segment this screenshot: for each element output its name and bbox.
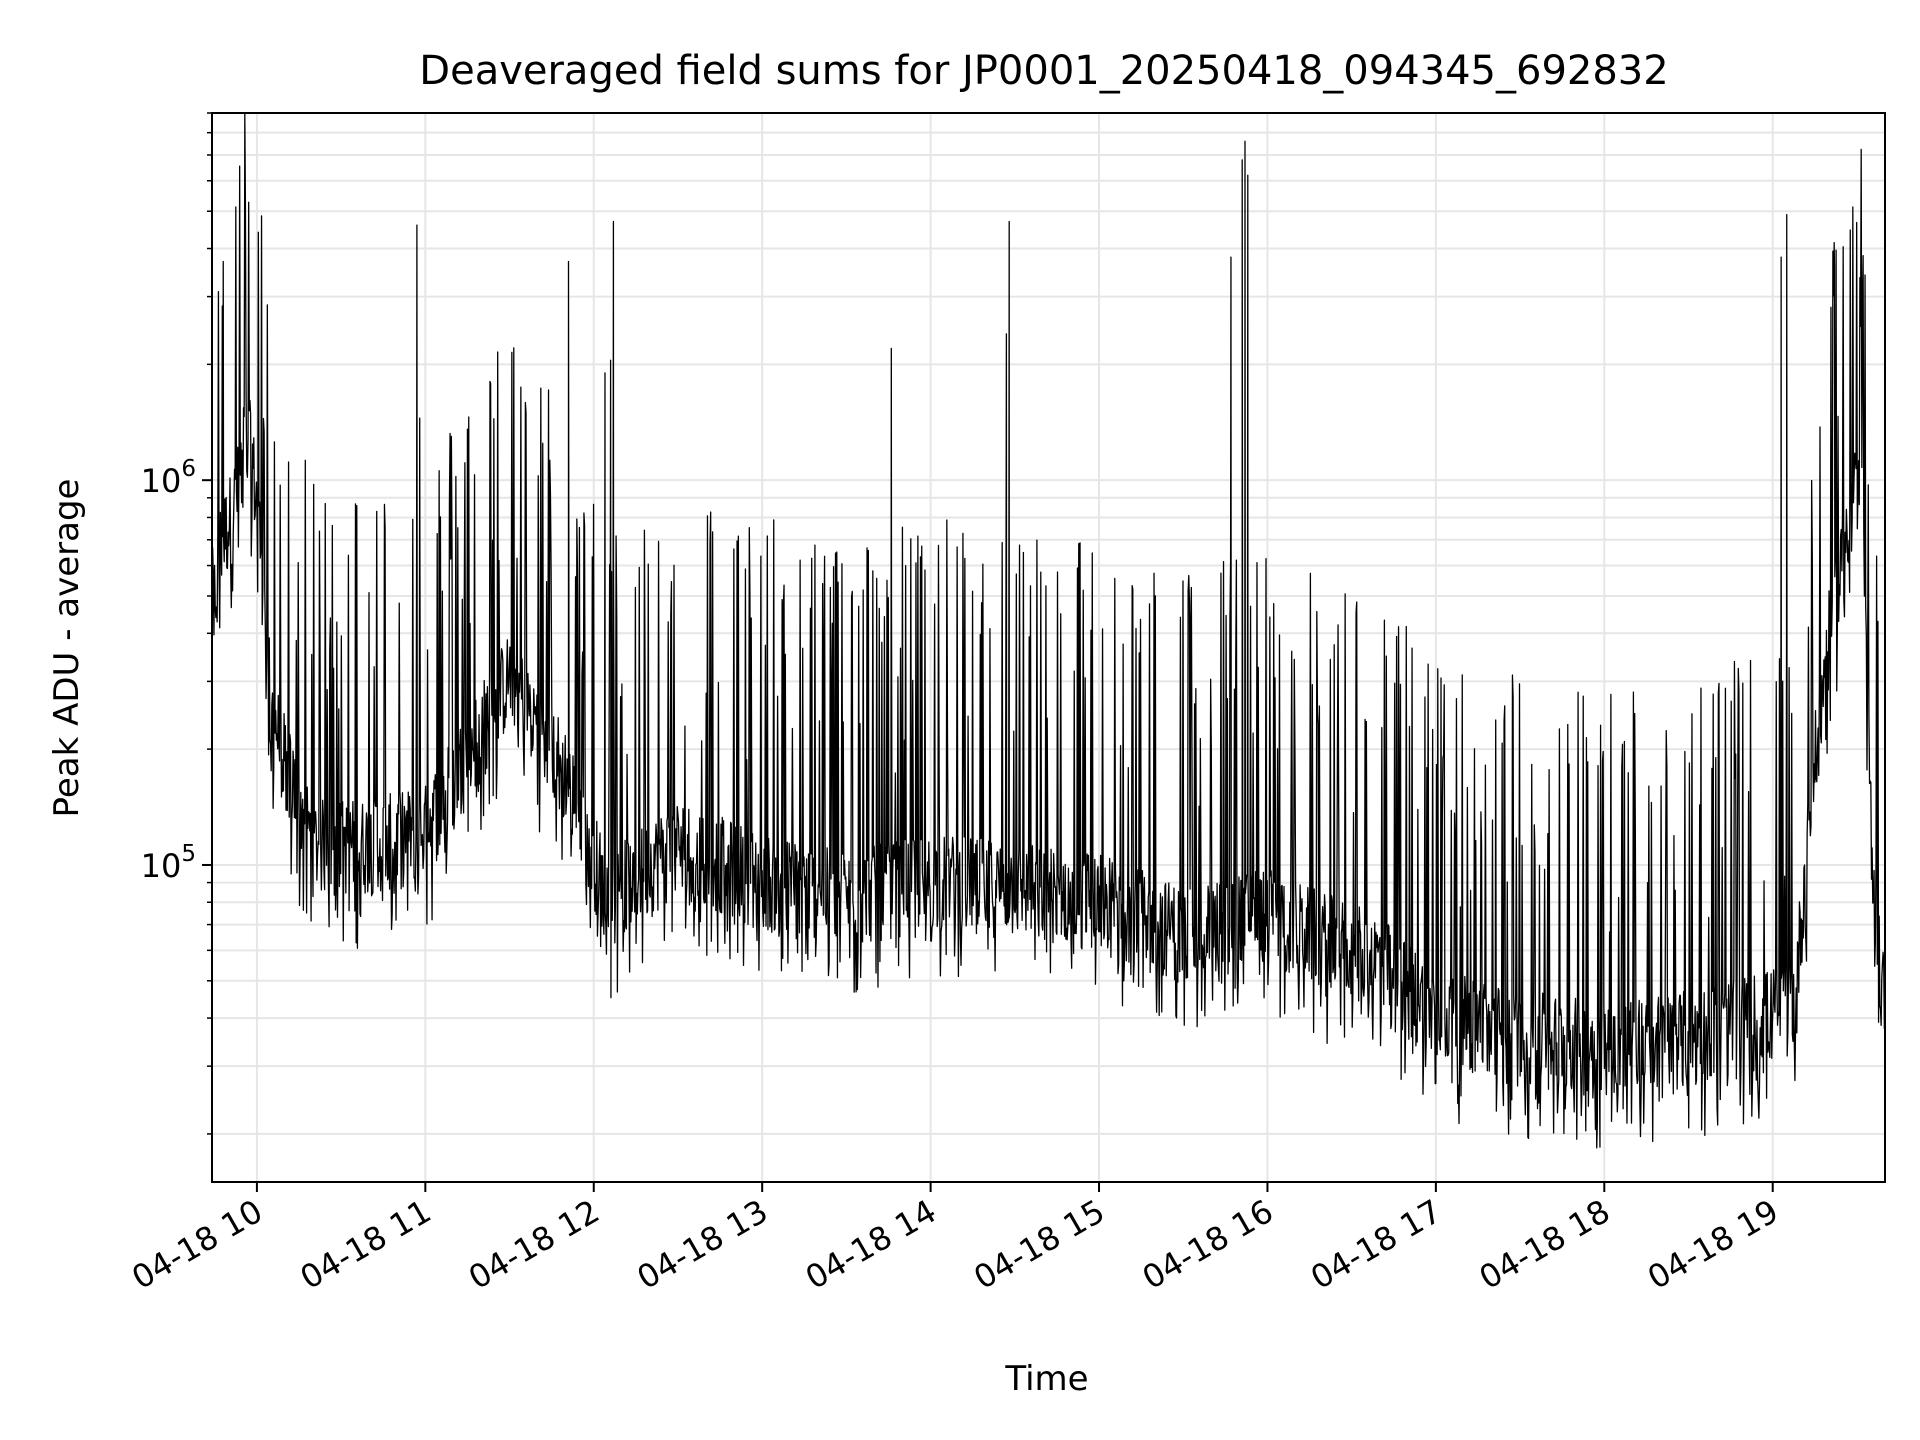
x-tick-label: 04-18 18 [1473, 1192, 1617, 1297]
x-axis-label: Time [1004, 1359, 1088, 1399]
x-tick-label: 04-18 17 [1304, 1192, 1448, 1297]
x-tick-label: 04-18 15 [967, 1192, 1111, 1297]
x-tick-label: 04-18 13 [631, 1192, 775, 1297]
y-tick-label: 106 [141, 456, 196, 500]
x-tick-label: 04-18 16 [1136, 1192, 1280, 1297]
x-tick-label: 04-18 14 [799, 1192, 943, 1297]
x-axis: 04-18 10 04-18 11 04-18 12 04-18 13 04-18 14… [125, 1182, 1785, 1297]
x-tick-label: 04-18 12 [462, 1192, 606, 1297]
x-tick-label: 04-18 19 [1641, 1192, 1785, 1297]
series-line [211, 112, 1886, 1149]
y-axis: 105 106 [141, 112, 212, 1135]
x-tick-label: 04-18 10 [125, 1192, 269, 1297]
chart-title: Deaveraged field sums for JP0001_2025041… [419, 48, 1668, 94]
y-tick-label: 105 [141, 841, 196, 885]
y-axis-label: Peak ADU - average [47, 479, 87, 818]
x-tick-label: 04-18 11 [294, 1192, 438, 1297]
plot-frame [211, 112, 1886, 1183]
